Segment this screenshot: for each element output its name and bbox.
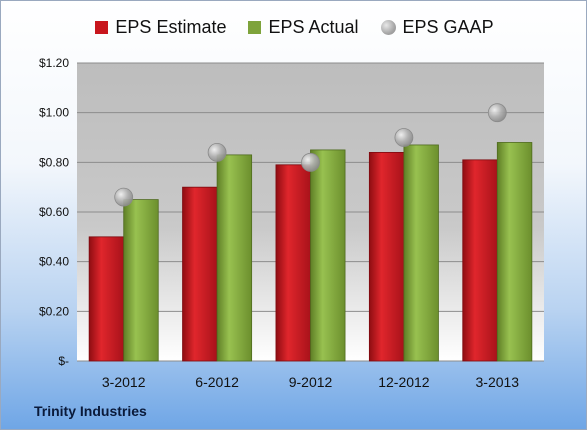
legend-item-eps-gaap: EPS GAAP: [380, 17, 494, 38]
bar-eps-actual: [123, 199, 159, 362]
bar-eps-estimate: [368, 151, 405, 362]
marker-eps-gaap: [394, 128, 414, 147]
x-tick-label: 9-2012: [289, 374, 333, 390]
legend-label: EPS Estimate: [115, 17, 227, 37]
bar-eps-estimate: [182, 186, 218, 362]
y-tick-label: $1.00: [39, 106, 69, 120]
x-tick-label: 6-2012: [195, 374, 239, 390]
bar-eps-actual: [310, 149, 346, 362]
legend: EPS Estimate EPS Actual EPS GAAP: [1, 17, 586, 38]
legend-swatch-marker: [380, 20, 396, 35]
y-tick-label: $-: [58, 354, 69, 368]
x-tick-label: 3-2013: [476, 374, 520, 390]
bar-eps-estimate: [462, 159, 498, 362]
legend-item-eps-actual: EPS Actual: [248, 17, 359, 38]
legend-label: EPS GAAP: [402, 17, 494, 37]
marker-eps-gaap: [114, 187, 134, 207]
y-tick-label: $0.40: [39, 255, 69, 269]
bar-eps-actual: [496, 142, 533, 362]
legend-item-eps-estimate: EPS Estimate: [95, 17, 226, 38]
y-tick-label: $0.20: [39, 304, 69, 318]
legend-label: EPS Actual: [268, 17, 359, 37]
y-axis-ticks: $- $0.20 $0.40 $0.60 $0.80 $1.00 $1.20: [39, 56, 69, 368]
marker-eps-gaap: [207, 142, 227, 162]
bar-eps-actual: [403, 144, 439, 362]
x-axis-ticks: 3-2012 6-2012 9-2012 12-2012 3-2013: [102, 374, 519, 390]
bar-eps-estimate: [275, 164, 311, 362]
marker-eps-gaap: [301, 152, 320, 172]
y-tick-label: $0.80: [39, 155, 69, 169]
legend-swatch-red: [95, 21, 109, 34]
gaap-markers: [114, 103, 507, 207]
company-name: Trinity Industries: [34, 403, 147, 419]
y-tick-label: $0.60: [39, 205, 69, 219]
legend-swatch-green: [248, 21, 262, 34]
y-tick-label: $1.20: [39, 56, 69, 70]
bar-eps-actual: [216, 154, 253, 362]
bar-eps-estimate: [88, 236, 125, 362]
marker-eps-gaap: [487, 103, 507, 123]
x-tick-label: 3-2012: [102, 374, 146, 390]
bars: [88, 142, 533, 362]
x-tick-label: 12-2012: [378, 374, 430, 390]
